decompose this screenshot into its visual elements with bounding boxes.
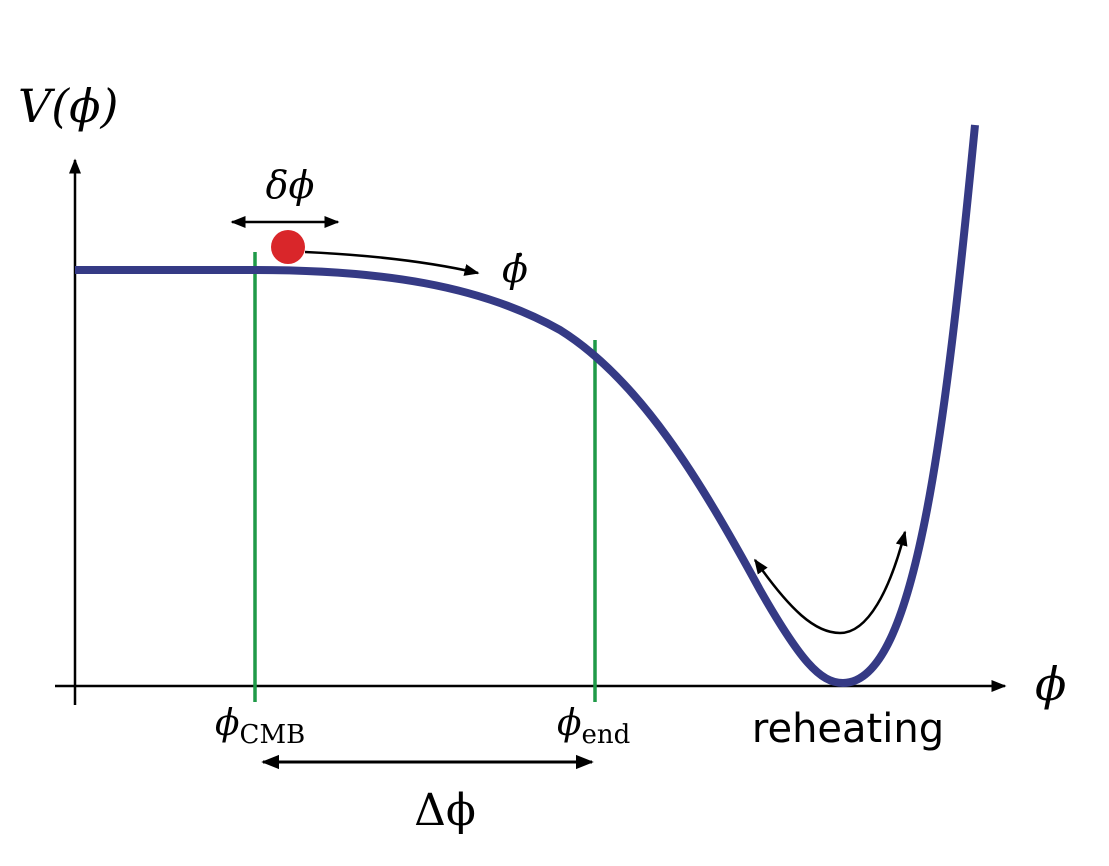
symbol: ϕ <box>557 703 582 744</box>
range-label: Δϕ <box>414 785 476 836</box>
subscript: end <box>582 720 631 750</box>
potential-curve <box>75 124 979 688</box>
velocity-label: ϕ̇ <box>502 247 528 291</box>
symbol: ϕ <box>215 703 240 744</box>
y-axis-label: V(ϕ) <box>18 79 118 133</box>
velocity-arrow <box>304 250 480 276</box>
end-label: ϕend <box>557 703 630 750</box>
cmb-label: ϕCMB <box>215 703 305 750</box>
oscillation-arrow <box>753 530 908 635</box>
x-axis-label: ϕ <box>1035 657 1066 711</box>
fluctuation-label: δϕ <box>266 163 315 207</box>
range-text: Δϕ <box>414 785 476 836</box>
inflaton-ball <box>271 230 305 264</box>
subscript: CMB <box>240 720 306 750</box>
reheating-label: reheating <box>752 706 944 752</box>
